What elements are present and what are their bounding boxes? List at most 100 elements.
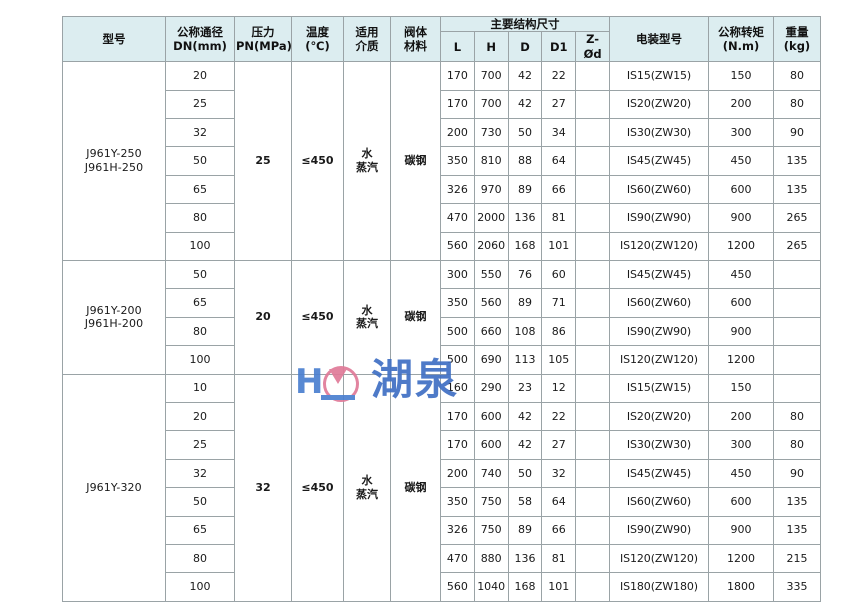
- cell-nominal-diameter: 100: [165, 572, 235, 602]
- cell-dim-zod: [575, 259, 610, 290]
- cell-nominal-diameter: 50: [165, 487, 235, 517]
- cell-dim-d: 42: [507, 89, 543, 119]
- cell-torque: 900: [708, 316, 774, 347]
- cell-dim-d1: 81: [541, 544, 577, 574]
- cell-media: 水 蒸汽: [343, 259, 391, 375]
- cell-nominal-diameter: 25: [165, 430, 235, 460]
- header-temperature: 温度 (℃): [291, 15, 344, 63]
- table-row: J961Y-250 J961H-250 20 25 ≤450 水 蒸汽 碳钢 170 700 4…: [62, 61, 821, 261]
- table-row: J961Y-320 10 32 ≤450 水 蒸汽 碳钢 160 290 23 12 IS15(ZW…: [62, 373, 821, 603]
- cell-dim-zod: [575, 458, 610, 489]
- header-dimensions-group: 主要结构尺寸: [440, 15, 610, 33]
- cell-dim-zod: [575, 487, 610, 517]
- cell-dim-zod: [575, 544, 610, 574]
- header-row-main: 型号 公称通径 DN(mm) 压力 PN(MPa) 温度 (℃) 适用 介质 阀…: [62, 15, 821, 63]
- table-header: 型号 公称通径 DN(mm) 压力 PN(MPa) 温度 (℃) 适用 介质 阀…: [62, 15, 821, 63]
- cell-torque: 1200: [708, 231, 774, 261]
- cell-body-material: 碳钢: [390, 259, 441, 375]
- header-dim-d: D: [507, 31, 543, 63]
- cell-weight: 80: [773, 61, 821, 91]
- cell-dim-h: 1040: [473, 572, 509, 602]
- table-row: 80 470 2000 136 81 IS90(ZW90) 900 265: [63, 203, 821, 233]
- cell-actuator-model: IS45(ZW45): [609, 259, 709, 290]
- cell-nominal-diameter: 20: [165, 401, 235, 432]
- cell-torque: 300: [708, 117, 774, 148]
- cell-media: 水 蒸汽: [343, 373, 391, 603]
- header-media: 适用 介质: [343, 15, 391, 63]
- cell-torque: 450: [708, 259, 774, 290]
- cell-torque: 1200: [708, 544, 774, 574]
- cell-weight: 265: [773, 203, 821, 233]
- cell-dim-l: 560: [440, 572, 475, 602]
- cell-torque: 900: [708, 515, 774, 546]
- cell-weight: 80: [773, 401, 821, 432]
- cell-dim-d1: 66: [541, 174, 577, 205]
- cell-dim-l: 500: [440, 316, 475, 347]
- cell-dim-d: 168: [507, 231, 543, 261]
- cell-dim-zod: [575, 174, 610, 205]
- cell-dim-zod: [575, 146, 610, 176]
- cell-dim-d: 113: [507, 345, 543, 375]
- cell-dim-zod: [575, 345, 610, 375]
- cell-dim-d1: 71: [541, 288, 577, 318]
- cell-nominal-diameter: 65: [165, 288, 235, 318]
- cell-torque: 900: [708, 203, 774, 233]
- cell-dim-d: 89: [507, 515, 543, 546]
- cell-dim-l: 160: [440, 373, 475, 404]
- cell-dim-h: 290: [473, 373, 509, 404]
- cell-nominal-diameter: 80: [165, 544, 235, 574]
- cell-actuator-model: IS45(ZW45): [609, 458, 709, 489]
- cell-torque: 200: [708, 401, 774, 432]
- cell-torque: 200: [708, 89, 774, 119]
- cell-dim-h: 730: [473, 117, 509, 148]
- table-row: 80 500 660 108 86 IS90(ZW90) 900: [63, 316, 821, 347]
- cell-dim-d: 168: [507, 572, 543, 602]
- cell-model: J961Y-320: [62, 373, 166, 603]
- cell-dim-h: 750: [473, 487, 509, 517]
- cell-actuator-model: IS120(ZW120): [609, 544, 709, 574]
- cell-weight: 90: [773, 117, 821, 148]
- cell-dim-d: 76: [507, 259, 543, 290]
- cell-dim-zod: [575, 288, 610, 318]
- cell-temperature: ≤450: [291, 259, 344, 375]
- table-row: 65 326 970 89 66 IS60(ZW60) 600 135: [63, 174, 821, 205]
- cell-dim-d1: 86: [541, 316, 577, 347]
- cell-dim-l: 326: [440, 174, 475, 205]
- cell-dim-d1: 22: [541, 401, 577, 432]
- cell-actuator-model: IS30(ZW30): [609, 430, 709, 460]
- cell-temperature: ≤450: [291, 61, 344, 261]
- spec-table-container: 型号 公称通径 DN(mm) 压力 PN(MPa) 温度 (℃) 适用 介质 阀…: [62, 15, 821, 603]
- cell-dim-l: 200: [440, 458, 475, 489]
- header-body-material: 阀体 材料: [390, 15, 441, 63]
- cell-dim-h: 560: [473, 288, 509, 318]
- cell-pressure: 32: [234, 373, 292, 603]
- header-dim-h: H: [473, 31, 509, 63]
- cell-media: 水 蒸汽: [343, 61, 391, 261]
- cell-dim-h: 690: [473, 345, 509, 375]
- cell-dim-d1: 81: [541, 203, 577, 233]
- cell-weight: 80: [773, 430, 821, 460]
- cell-dim-l: 500: [440, 345, 475, 375]
- cell-dim-h: 660: [473, 316, 509, 347]
- cell-torque: 1200: [708, 345, 774, 375]
- cell-dim-d: 58: [507, 487, 543, 517]
- cell-temperature: ≤450: [291, 373, 344, 603]
- table-row: 25 170 700 42 27 IS20(ZW20) 200 80: [63, 89, 821, 119]
- cell-dim-d1: 64: [541, 146, 577, 176]
- cell-dim-l: 470: [440, 544, 475, 574]
- cell-dim-zod: [575, 89, 610, 119]
- cell-weight: [773, 345, 821, 375]
- cell-actuator-model: IS180(ZW180): [609, 572, 709, 602]
- cell-actuator-model: IS120(ZW120): [609, 345, 709, 375]
- cell-dim-d: 23: [507, 373, 543, 404]
- table-row: 100 500 690 113 105 IS120(ZW120) 1200: [63, 345, 821, 375]
- header-dim-d1: D1: [541, 31, 577, 63]
- table-row: 100 560 2060 168 101 IS120(ZW120) 1200 265: [63, 231, 821, 261]
- cell-dim-d: 136: [507, 203, 543, 233]
- cell-actuator-model: IS60(ZW60): [609, 174, 709, 205]
- header-dim-l: L: [440, 31, 475, 63]
- table-row: J961Y-200 J961H-200 50 20 ≤450 水 蒸汽 碳钢 300 550 7…: [62, 259, 821, 375]
- cell-dim-h: 740: [473, 458, 509, 489]
- cell-weight: [773, 373, 821, 404]
- cell-dim-d: 42: [507, 401, 543, 432]
